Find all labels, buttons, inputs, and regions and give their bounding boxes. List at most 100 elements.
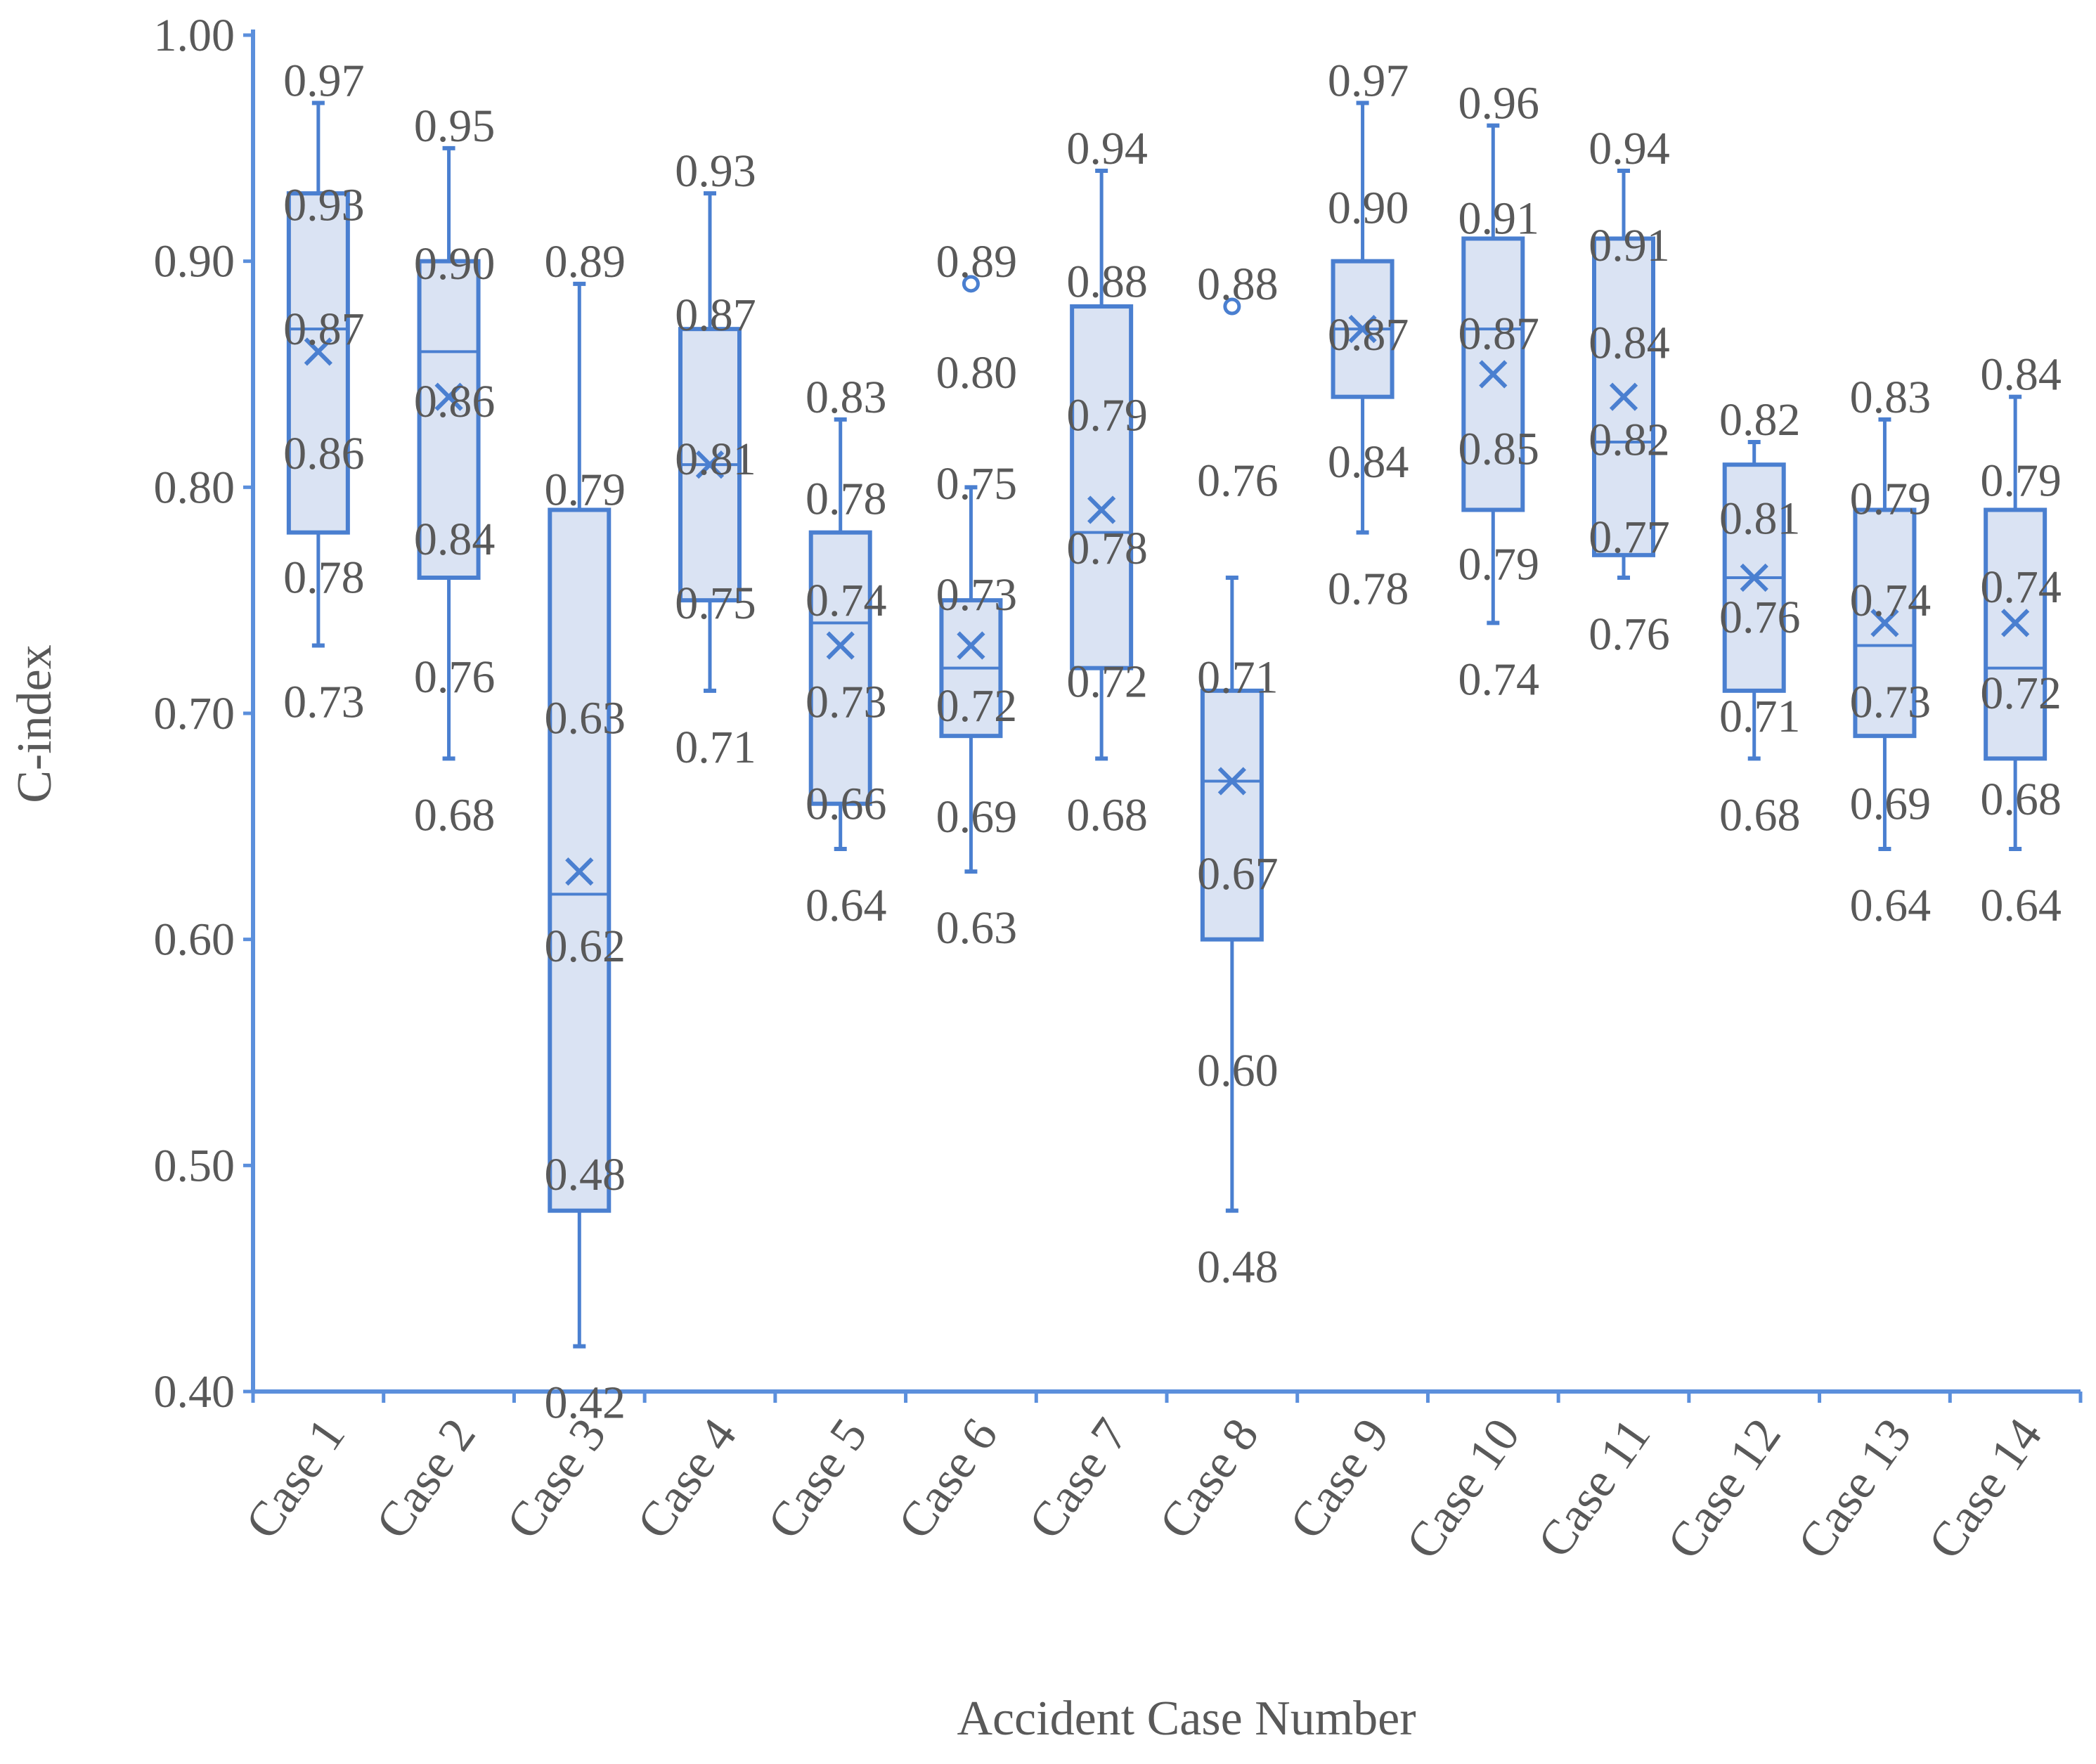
mean-marker xyxy=(695,450,725,479)
data-label: 0.82 xyxy=(1589,415,1670,466)
box-6 xyxy=(939,275,1003,874)
data-label: 0.85 xyxy=(1458,423,1540,474)
data-label: 0.63 xyxy=(545,692,626,744)
data-label: 0.71 xyxy=(1719,691,1801,742)
x-category-label: Case 12 xyxy=(1657,1409,1792,1569)
data-label: 0.94 xyxy=(1589,123,1670,174)
data-label: 0.93 xyxy=(675,145,756,197)
data-label: 0.74 xyxy=(1850,575,1932,626)
box-iqr xyxy=(417,259,481,580)
data-label: 0.76 xyxy=(414,651,496,703)
outlier-point xyxy=(962,275,980,293)
box-iqr xyxy=(808,530,872,806)
data-label: 0.77 xyxy=(1589,512,1670,563)
data-label: 0.76 xyxy=(1197,455,1279,507)
box-4 xyxy=(678,191,742,693)
data-label: 0.90 xyxy=(1328,182,1409,233)
data-label: 0.87 xyxy=(1458,309,1540,360)
data-label: 0.86 xyxy=(414,376,496,427)
y-tick-label: 0.60 xyxy=(154,914,235,966)
x-category-label: Case 8 xyxy=(1149,1409,1269,1549)
data-label: 0.90 xyxy=(414,238,496,290)
data-label: 0.89 xyxy=(545,236,626,287)
box-iqr xyxy=(286,191,350,535)
x-category-label: Case 5 xyxy=(758,1409,878,1549)
data-label: 0.78 xyxy=(283,552,365,604)
box-8 xyxy=(1200,297,1264,1213)
mean-marker xyxy=(1217,767,1246,796)
data-label: 0.96 xyxy=(1458,78,1540,129)
data-label: 0.76 xyxy=(1719,592,1801,643)
box-iqr xyxy=(1200,688,1264,942)
y-tick-label: 0.80 xyxy=(154,462,235,513)
data-label: 0.88 xyxy=(1197,259,1279,310)
x-category-label: Case 11 xyxy=(1527,1409,1661,1567)
data-label: 0.63 xyxy=(936,902,1018,954)
data-label: 0.66 xyxy=(806,778,887,829)
data-label: 0.42 xyxy=(545,1377,626,1429)
data-label: 0.74 xyxy=(1458,654,1540,705)
data-label: 0.84 xyxy=(1589,317,1670,368)
data-label: 0.75 xyxy=(936,458,1018,510)
x-category-label: Case 10 xyxy=(1396,1409,1530,1569)
data-label: 0.75 xyxy=(675,578,756,629)
data-label: 0.67 xyxy=(1197,848,1279,900)
data-label: 0.64 xyxy=(806,880,887,931)
box-iqr xyxy=(1984,507,2048,761)
data-label: 0.73 xyxy=(1850,677,1932,728)
y-tick-label: 1.00 xyxy=(154,10,235,61)
data-label: 0.91 xyxy=(1589,220,1670,271)
data-label: 0.68 xyxy=(1719,789,1801,841)
data-label: 0.48 xyxy=(545,1149,626,1200)
mean-marker xyxy=(1479,360,1508,389)
box-5 xyxy=(808,417,872,851)
box-1 xyxy=(286,100,350,648)
data-label: 0.81 xyxy=(675,434,756,485)
data-label: 0.72 xyxy=(936,680,1018,732)
mean-marker xyxy=(1087,495,1116,524)
data-label: 0.68 xyxy=(1066,789,1148,841)
boxes xyxy=(286,100,2048,1349)
data-label: 0.79 xyxy=(545,465,626,516)
data-label: 0.84 xyxy=(1980,349,2062,401)
x-category-label: Case 7 xyxy=(1018,1409,1139,1549)
data-label: 0.97 xyxy=(283,56,365,107)
data-label: 0.64 xyxy=(1980,880,2062,931)
box-7 xyxy=(1070,169,1134,761)
data-label: 0.95 xyxy=(414,100,496,152)
data-label: 0.78 xyxy=(1066,523,1148,574)
data-label: 0.94 xyxy=(1066,123,1148,174)
data-label: 0.87 xyxy=(1328,309,1409,361)
data-label: 0.84 xyxy=(1328,436,1409,488)
data-label: 0.71 xyxy=(1197,651,1279,703)
data-label: 0.91 xyxy=(1458,193,1540,245)
mean-marker xyxy=(1870,609,1899,637)
data-label: 0.78 xyxy=(806,473,887,524)
mean-marker xyxy=(2001,609,2030,637)
data-label: 0.73 xyxy=(806,677,887,728)
x-category-label: Case 2 xyxy=(365,1409,486,1549)
data-label: 0.74 xyxy=(1980,562,2062,613)
data-label: 0.68 xyxy=(1980,774,2062,825)
data-label: 0.79 xyxy=(1066,389,1148,441)
mean-marker xyxy=(957,631,985,660)
data-label: 0.80 xyxy=(936,347,1018,398)
box-2 xyxy=(417,145,481,761)
data-label: 0.72 xyxy=(1066,656,1148,708)
data-label: 0.73 xyxy=(936,569,1018,621)
box-10 xyxy=(1461,123,1525,625)
mean-marker xyxy=(1740,563,1768,592)
data-label: 0.83 xyxy=(806,372,887,423)
mean-marker xyxy=(1348,315,1377,344)
x-category-label: Case 13 xyxy=(1787,1409,1922,1569)
box-3 xyxy=(548,281,612,1349)
box-14 xyxy=(1984,394,2048,851)
box-12 xyxy=(1722,440,1786,761)
data-label: 0.79 xyxy=(1980,455,2062,507)
x-axis-title: Accident Case Number xyxy=(957,1692,1416,1746)
data-label: 0.69 xyxy=(936,791,1018,843)
box-iqr xyxy=(1070,304,1134,670)
mean-marker xyxy=(1609,382,1638,411)
mean-marker xyxy=(304,337,332,366)
